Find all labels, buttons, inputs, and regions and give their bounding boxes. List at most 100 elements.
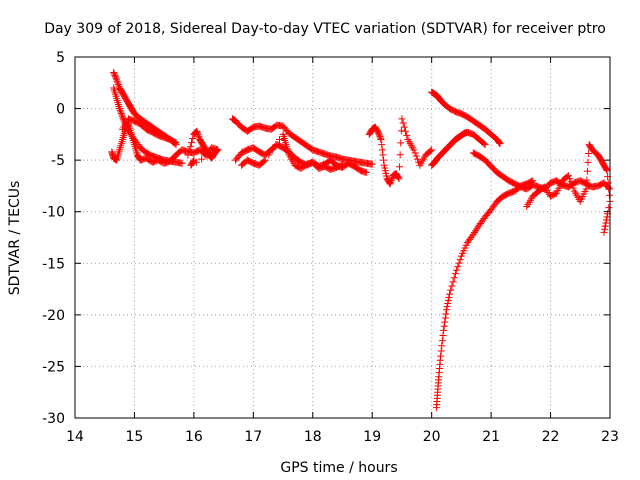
data-point-interp	[412, 152, 420, 160]
data-point-interp	[605, 185, 613, 193]
y-tick-label: -10	[42, 205, 65, 221]
data-point-interp	[495, 139, 503, 147]
data-point	[410, 146, 418, 154]
data-point	[603, 213, 611, 221]
data-point-interp	[198, 155, 206, 163]
y-tick-label: -5	[51, 153, 65, 169]
x-tick-label: 16	[185, 429, 203, 445]
data-point-interp	[213, 146, 221, 154]
data-point-interp	[189, 157, 197, 165]
data-point	[603, 166, 611, 174]
data-point-interp	[272, 141, 280, 149]
y-tick-label: -30	[42, 411, 65, 427]
data-point-interp	[195, 132, 203, 140]
data-point-interp	[375, 131, 383, 139]
series-2	[108, 120, 222, 167]
data-point-interp	[602, 216, 610, 224]
x-tick-label: 17	[244, 429, 262, 445]
series-5	[229, 115, 376, 168]
x-tick-label: 14	[66, 429, 84, 445]
data-point-interp	[402, 127, 410, 135]
data-point-interp	[444, 296, 452, 304]
data-point-interp	[601, 225, 609, 233]
axis-ticks: 14 15 16 17 18 19 20 21 22 23 5 0 -5 -10 -15 -20 -25 -30	[42, 50, 619, 445]
data-point-interp	[605, 204, 613, 212]
data-point-interp	[480, 140, 488, 148]
data-point-interp	[399, 119, 407, 127]
data-point-interp	[440, 322, 448, 330]
data-point-interp	[387, 178, 395, 186]
data-point-interp	[117, 110, 125, 118]
data-point-interp	[112, 74, 120, 82]
y-tick-label: -20	[42, 308, 65, 324]
grid	[75, 57, 610, 418]
y-tick-label: -25	[42, 359, 65, 375]
data-point-interp	[442, 310, 450, 318]
x-axis-label: GPS time / hours	[280, 460, 397, 476]
data-point-interp	[397, 139, 405, 147]
series-3	[119, 115, 180, 147]
data-point-interp	[265, 151, 273, 159]
series-4	[184, 127, 222, 169]
data-point-interp	[375, 130, 383, 138]
data-point-interp	[447, 286, 455, 294]
data-point	[214, 146, 222, 154]
data-point-interp	[188, 139, 196, 147]
data-point	[443, 306, 451, 314]
data-point-interp	[566, 175, 574, 183]
data-point-interp	[468, 232, 476, 240]
data-point-interp	[453, 266, 461, 274]
data-point-interp	[455, 259, 463, 267]
data-point-interp	[448, 282, 456, 290]
data-point-interp	[411, 149, 419, 157]
data-point-interp	[185, 147, 193, 155]
y-tick-label: -15	[42, 256, 65, 272]
data-point-interp	[445, 293, 453, 301]
data-point	[193, 127, 201, 135]
data-point-interp	[111, 71, 119, 79]
data-point-interp	[601, 222, 609, 230]
data-point-interp	[396, 151, 404, 159]
data-point-interp	[403, 131, 411, 139]
data-point	[446, 290, 453, 298]
data-point	[368, 160, 376, 168]
data-point	[564, 172, 572, 180]
data-point	[261, 156, 269, 164]
data-point-interp	[569, 184, 577, 192]
data-point-interp	[568, 181, 576, 189]
data-point-interp	[275, 136, 283, 144]
data-point-interp	[602, 165, 610, 173]
chart-title: Day 309 of 2018, Sidereal Day-to-day VTE…	[44, 21, 606, 37]
data-point	[428, 146, 436, 154]
data-point	[374, 128, 382, 136]
data-point-interp	[438, 337, 446, 345]
data-point	[437, 352, 445, 360]
data-point-interp	[584, 158, 592, 166]
data-point-interp	[438, 342, 446, 350]
data-point	[582, 185, 590, 193]
data-point	[339, 161, 346, 169]
series-10	[428, 88, 504, 148]
data-point-interp	[193, 129, 201, 137]
data-point-interp	[443, 303, 451, 311]
data-point-interp	[378, 141, 386, 149]
x-tick-label: 21	[482, 429, 500, 445]
data-point	[190, 156, 198, 164]
data-point-interp	[441, 318, 449, 326]
data-point-interp	[400, 123, 408, 131]
data-point-interp	[413, 155, 421, 163]
series-12	[469, 149, 614, 193]
data-point-interp	[118, 111, 126, 119]
data-point-interp	[377, 134, 385, 142]
series-13	[523, 141, 614, 236]
data-point-interp	[119, 114, 127, 122]
data-point-interp	[194, 131, 202, 139]
data-point-interp	[111, 73, 119, 81]
y-tick-label: 5	[56, 50, 65, 66]
data-point	[600, 228, 608, 236]
data-point	[113, 76, 121, 84]
data-point	[119, 113, 127, 121]
data-point	[386, 180, 394, 188]
data-point	[110, 68, 118, 76]
data-point	[440, 326, 448, 334]
